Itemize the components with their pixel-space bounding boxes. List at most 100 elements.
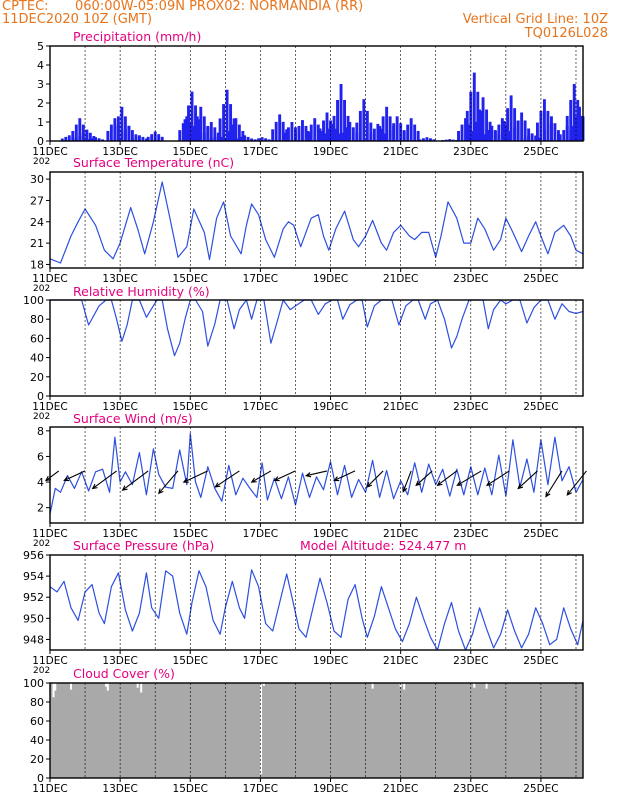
precip-bar <box>500 118 504 141</box>
precip-bar <box>130 130 134 141</box>
x-tick-label: 11DEC <box>32 273 67 285</box>
x-tick-label: 17DEC <box>243 401 278 413</box>
precip-bar <box>120 134 124 141</box>
y-tick-label: 4 <box>37 59 44 72</box>
precip-bar <box>146 136 150 141</box>
precip-bar <box>294 131 297 141</box>
series-line <box>49 181 584 264</box>
precip-bar <box>67 135 71 141</box>
precip-bar <box>267 139 271 141</box>
precip-bar <box>195 116 199 141</box>
precip-bar <box>101 139 105 141</box>
x-tick-label: 13DEC <box>102 146 137 158</box>
precip-bar <box>123 130 127 141</box>
x-tick-label: 13DEC <box>102 783 137 795</box>
y-tick-label: 100 <box>23 677 44 690</box>
wind-arrow <box>250 470 272 483</box>
precip-bar <box>479 110 483 141</box>
precip-bar <box>490 125 494 141</box>
x-tick-label: 25DEC <box>523 528 558 540</box>
precip-bar <box>225 89 229 141</box>
precip-bar <box>185 116 189 141</box>
precip-bar <box>274 121 278 141</box>
wind-arrow <box>121 470 149 491</box>
x-tick-label: 25DEC <box>523 401 558 413</box>
precip-bar <box>306 130 310 141</box>
precip-bar <box>190 91 194 141</box>
precip-bar <box>574 116 578 141</box>
x-tick-label: 21DEC <box>383 783 418 795</box>
x-tick-label: 25DEC <box>523 146 558 158</box>
precip-bar <box>537 137 541 141</box>
precip-bar <box>287 127 290 141</box>
precip-bar <box>337 133 341 141</box>
panel-frame <box>49 171 584 269</box>
x-tick-label: 11DEC <box>32 528 67 540</box>
panel-title: Surface Wind (m/s) <box>73 411 193 426</box>
precip-bar <box>572 84 576 141</box>
precip-bar <box>246 136 250 141</box>
x-tick-label: 25DEC <box>523 273 558 285</box>
y-tick-label: 27 <box>30 194 44 207</box>
precip-bar <box>320 130 324 141</box>
precip-bar <box>416 130 420 141</box>
precip-bar <box>78 135 82 141</box>
precip-bar <box>116 116 120 141</box>
precip-bar <box>432 139 436 141</box>
precip-bar <box>358 110 362 141</box>
y-tick-label: 0 <box>37 772 44 785</box>
precip-bar <box>94 137 98 141</box>
precip-bar <box>199 106 203 141</box>
panel-0 <box>46 45 585 145</box>
precip-bar <box>257 138 261 141</box>
precip-bar <box>183 119 187 141</box>
series-line <box>49 569 584 651</box>
precip-bar <box>520 112 524 141</box>
precip-bar <box>264 138 268 141</box>
precip-bar <box>464 118 467 141</box>
precip-bar <box>209 138 213 141</box>
precip-bar <box>278 114 282 141</box>
wind-arrow <box>402 470 412 493</box>
y-tick-label: 100 <box>23 294 44 307</box>
y-tick-label: 8 <box>37 425 44 438</box>
header-source: CPTEC: <box>2 0 49 14</box>
wind-arrow <box>157 470 179 495</box>
precip-bar <box>260 137 264 141</box>
x-tick-label: 19DEC <box>313 146 348 158</box>
precip-bar <box>197 119 201 141</box>
y-tick-label: 3 <box>37 78 44 91</box>
x-tick-label: 23DEC <box>453 146 488 158</box>
y-tick-label: 0 <box>37 390 44 403</box>
precip-bar <box>304 125 308 141</box>
y-tick-label: 950 <box>23 612 44 625</box>
precip-bar <box>316 124 320 141</box>
x-tick-label: 13DEC <box>102 401 137 413</box>
wind-arrow <box>366 470 384 488</box>
y-tick-label: 6 <box>37 450 44 463</box>
x-year-fragment: 202 <box>33 666 50 676</box>
x-tick-label: 19DEC <box>313 528 348 540</box>
precip-bar <box>516 120 520 141</box>
precip-bar <box>281 121 285 141</box>
cloud-cover-dip <box>140 683 143 693</box>
precip-bar <box>376 123 380 141</box>
precip-bar <box>465 110 469 141</box>
series-line <box>49 432 584 515</box>
precip-bar <box>334 128 338 141</box>
precip-bar <box>106 130 110 141</box>
precip-bar <box>565 115 569 141</box>
x-tick-label: 23DEC <box>453 528 488 540</box>
precip-bar <box>485 109 489 141</box>
y-tick-label: 18 <box>30 258 44 271</box>
panel-title: Precipitation (mm/h) <box>73 29 201 44</box>
panel-frame <box>49 554 584 651</box>
precip-bar <box>85 129 89 141</box>
precip-bar <box>188 123 192 141</box>
cloud-cover-dip <box>136 683 139 688</box>
header-run-time: 11DEC2020 10Z (GMT) <box>2 12 153 27</box>
y-tick-label: 60 <box>30 332 44 345</box>
precip-bar <box>285 129 289 141</box>
x-tick-label: 11DEC <box>32 783 67 795</box>
y-tick-label: 80 <box>30 696 44 709</box>
